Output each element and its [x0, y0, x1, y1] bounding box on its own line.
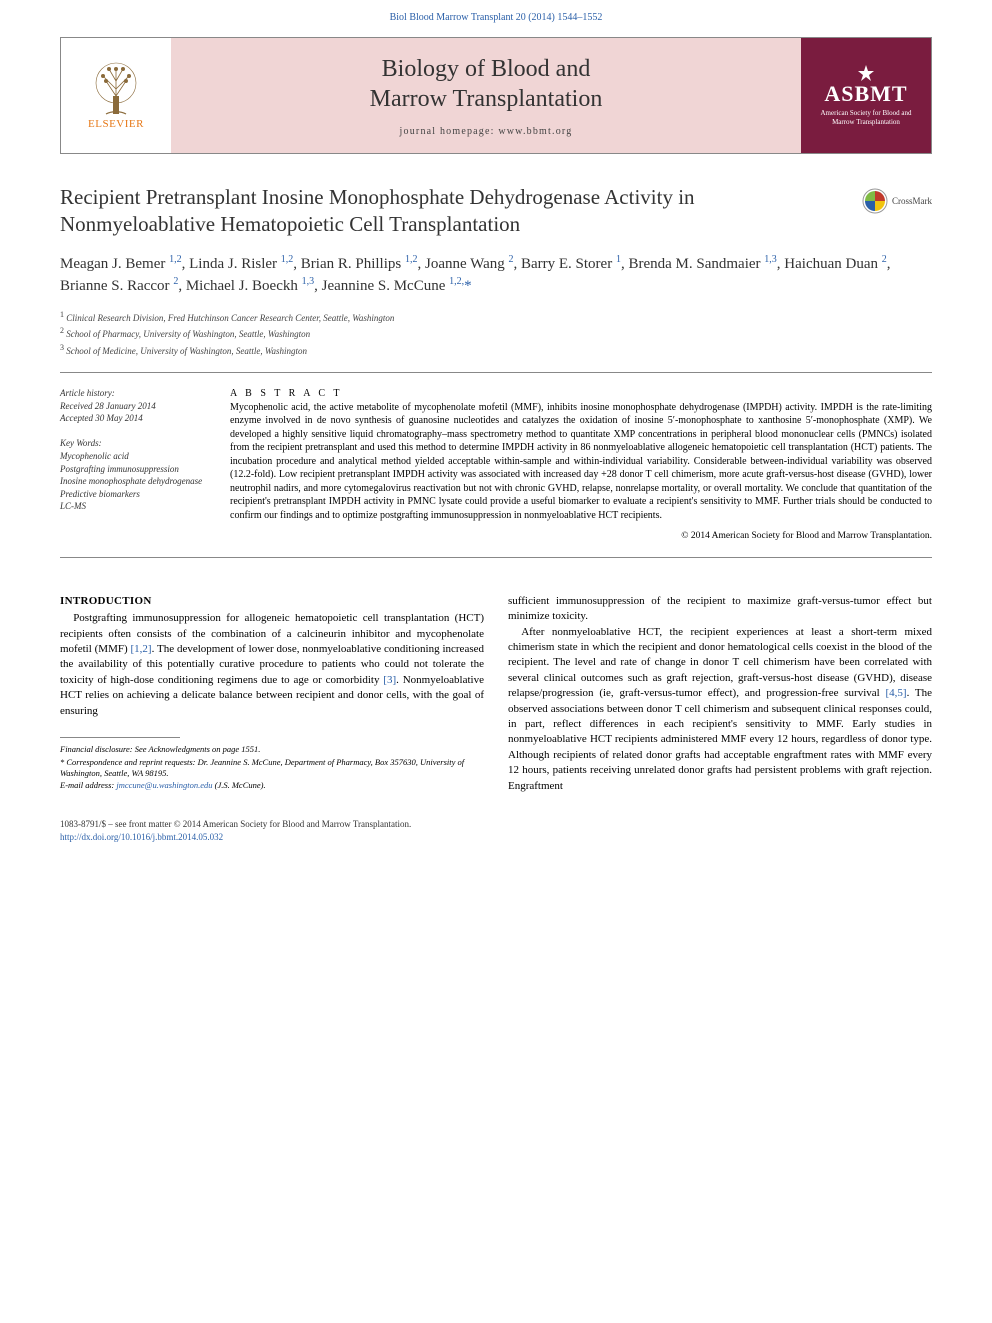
crossmark-label: CrossMark [892, 196, 932, 206]
abstract-label: A B S T R A C T [230, 387, 932, 401]
divider [60, 557, 932, 558]
running-header: Biol Blood Marrow Transplant 20 (2014) 1… [0, 0, 992, 31]
intro-paragraph-2: After nonmyeloablative HCT, the recipien… [508, 625, 932, 794]
society-full-name: American Society for Blood and Marrow Tr… [809, 109, 923, 126]
journal-name-line2: Marrow Transplantation [370, 86, 603, 112]
keywords-list: Mycophenolic acidPostgrafting immunosupp… [60, 450, 210, 513]
footnote-financial: Financial disclosure: See Acknowledgment… [60, 744, 484, 755]
intro-paragraph-1: Postgrafting immunosuppression for allog… [60, 611, 484, 719]
footnote-email: E-mail address: jmccune@u.washington.edu… [60, 780, 484, 791]
footer-issn: 1083-8791/$ – see front matter © 2014 Am… [60, 818, 932, 831]
page-footer: 1083-8791/$ – see front matter © 2014 Am… [60, 818, 932, 843]
divider [60, 372, 932, 373]
publisher-name: ELSEVIER [88, 118, 144, 130]
keywords-label: Key Words: [60, 437, 210, 450]
body-column-right: sufficient immunosuppression of the reci… [508, 594, 932, 794]
journal-banner: ELSEVIER Biology of Blood and Marrow Tra… [60, 37, 932, 154]
abstract-block: A B S T R A C T Mycophenolic acid, the a… [230, 387, 932, 543]
abstract-text: Mycophenolic acid, the active metabolite… [230, 401, 932, 523]
author-list: Meagan J. Bemer 1,2, Linda J. Risler 1,2… [60, 253, 932, 297]
journal-title-block: Biology of Blood and Marrow Transplantat… [171, 38, 801, 153]
body-column-left: INTRODUCTION Postgrafting immunosuppress… [60, 594, 484, 794]
corresponding-email-link[interactable]: jmccune@u.washington.edu [116, 780, 212, 790]
journal-homepage[interactable]: journal homepage: www.bbmt.org [400, 126, 573, 137]
intro-paragraph-1-cont: sufficient immunosuppression of the reci… [508, 594, 932, 625]
footnote-correspondence: * Correspondence and reprint requests: D… [60, 757, 484, 780]
footnote-divider [60, 737, 180, 738]
citation-link[interactable]: [1,2] [131, 643, 152, 655]
crossmark-icon [862, 188, 888, 214]
history-accepted: Accepted 30 May 2014 [60, 412, 210, 425]
article-title: Recipient Pretransplant Inosine Monophos… [60, 184, 932, 239]
citation-link[interactable]: [3] [383, 674, 396, 686]
citation-link[interactable]: [4,5] [885, 687, 906, 699]
publisher-block: ELSEVIER [61, 38, 171, 153]
society-abbr: ASBMT [824, 81, 907, 107]
elsevier-tree-icon [91, 61, 141, 116]
affiliations: 1 Clinical Research Division, Fred Hutch… [60, 309, 932, 359]
footer-doi-link[interactable]: http://dx.doi.org/10.1016/j.bbmt.2014.05… [60, 832, 223, 842]
article-meta-sidebar: Article history: Received 28 January 201… [60, 387, 210, 543]
section-heading-introduction: INTRODUCTION [60, 594, 484, 609]
journal-name-line1: Biology of Blood and [382, 56, 591, 82]
footnotes: Financial disclosure: See Acknowledgment… [60, 744, 484, 792]
society-star-icon [856, 65, 876, 81]
history-label: Article history: [60, 387, 210, 400]
crossmark-badge[interactable]: CrossMark [862, 188, 932, 214]
history-received: Received 28 January 2014 [60, 400, 210, 413]
abstract-copyright: © 2014 American Society for Blood and Ma… [230, 530, 932, 543]
society-block: ASBMT American Society for Blood and Mar… [801, 38, 931, 153]
